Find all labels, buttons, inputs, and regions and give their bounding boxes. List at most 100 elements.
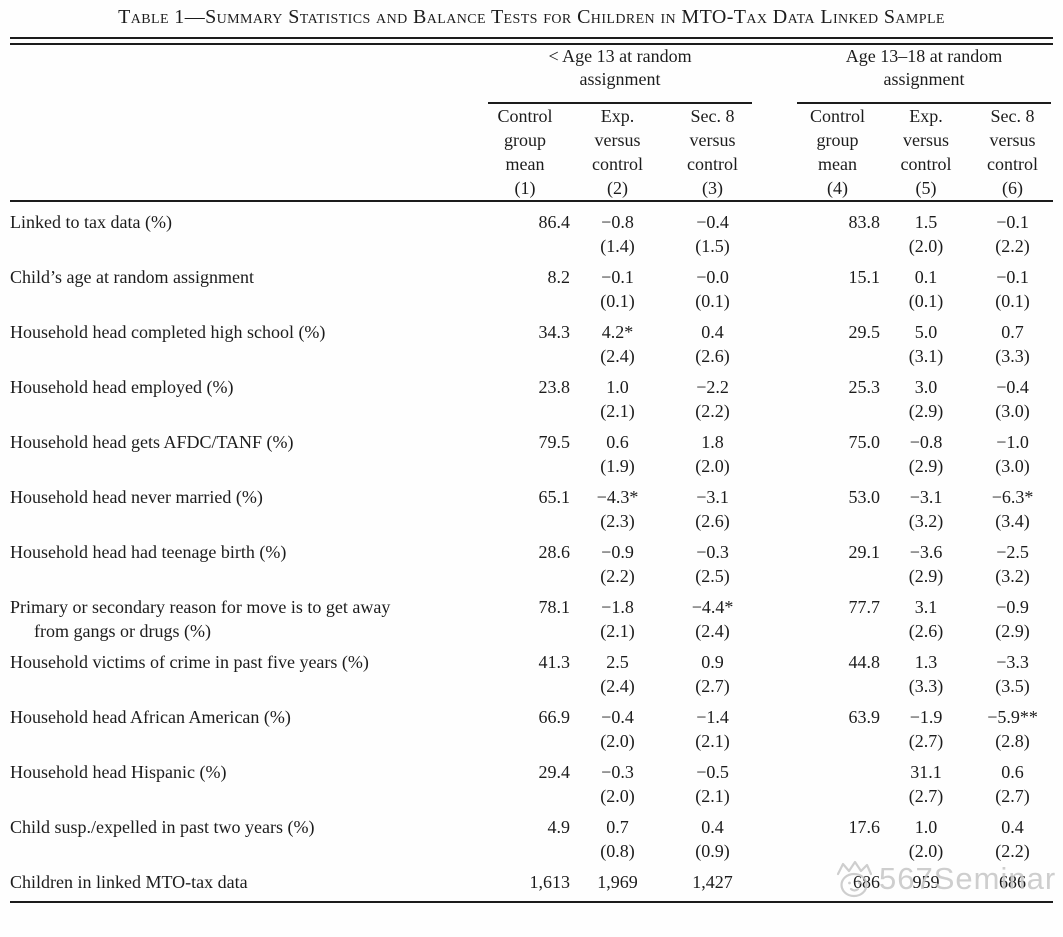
value-cell: 4.2* (2.4) (570, 320, 665, 375)
row-label-line2 (10, 839, 480, 863)
estimate-value: 29.1 (848, 542, 881, 562)
row-label-line2: from gangs or drugs (%) (34, 621, 211, 641)
value-cell: −4.4* (2.4) (665, 595, 760, 650)
estimate-value: 1.5 (914, 212, 938, 232)
row-label-line2 (10, 399, 480, 423)
estimate-value: 25.3 (848, 377, 881, 397)
value-cell: −0.1 (0.1) (972, 265, 1053, 320)
standard-error: (3.4) (995, 511, 1030, 531)
column-header: Control group mean (1) (480, 104, 570, 202)
column-spacer (760, 45, 795, 104)
table-row: Household head completed high school (%)… (10, 320, 1053, 375)
row-label: Child’s age at random assignment (10, 267, 254, 287)
sample-size-value: 1,969 (597, 872, 638, 892)
value-cell: 1.5 (2.0) (880, 201, 972, 265)
estimate-value: −0.0 (696, 267, 729, 287)
row-label-cell: Household head employed (%) (10, 375, 480, 430)
standard-error (480, 839, 570, 863)
estimate-value: 2.5 (606, 652, 629, 672)
column-header: Control group mean (4) (795, 104, 881, 202)
estimate-value: 15.1 (848, 267, 881, 287)
column-spacer (760, 595, 795, 650)
value-cell: 44.8 (795, 650, 881, 705)
estimate-value: −0.9 (601, 542, 634, 562)
standard-error: (2.7) (908, 786, 944, 806)
bottom-rule (10, 901, 1053, 903)
sample-size-value: 1,427 (692, 872, 733, 892)
column-spacer (760, 650, 795, 705)
standard-error: (2.2) (995, 236, 1030, 256)
standard-error: (2.2) (695, 401, 730, 421)
standard-error: (2.9) (908, 401, 944, 421)
column-header-line: mean (818, 154, 858, 174)
value-cell: 3.0 (2.9) (880, 375, 972, 430)
value-cell: 23.8 (480, 375, 571, 430)
standard-error (795, 784, 880, 808)
standard-error (480, 509, 570, 533)
standard-error: (2.8) (995, 731, 1030, 751)
standard-error: (2.1) (695, 786, 730, 806)
value-cell: 0.1 (0.1) (880, 265, 972, 320)
value-cell: 29.1 (795, 540, 881, 595)
value-cell: −3.1 (3.2) (880, 485, 972, 540)
column-spacer (760, 705, 795, 760)
table-row: Child’s age at random assignment 8.2 −0.1 (… (10, 265, 1053, 320)
estimate-value: 53.0 (848, 487, 881, 507)
estimate-value: 28.6 (538, 542, 571, 562)
value-cell: 31.1 (2.7) (880, 760, 972, 815)
estimate-value: 0.4 (701, 322, 724, 342)
estimate-value: −4.4* (691, 597, 734, 617)
row-label: Household head employed (%) (10, 377, 234, 397)
estimate-value: 0.9 (701, 652, 724, 672)
value-cell: −0.3 (2.0) (570, 760, 665, 815)
standard-error: (1.5) (695, 236, 730, 256)
estimate-value: −4.3* (596, 487, 639, 507)
value-cell: −0.3 (2.5) (665, 540, 760, 595)
group-header-line2: assignment (579, 69, 661, 89)
value-cell: 0.7 (0.8) (570, 815, 665, 870)
value-cell: −1.8 (2.1) (570, 595, 665, 650)
value-cell: 15.1 (795, 265, 881, 320)
column-number: (1) (514, 178, 536, 198)
column-header: Exp. versus control (5) (880, 104, 973, 202)
estimate-value: −0.5 (696, 762, 729, 782)
standard-error: (2.2) (995, 841, 1030, 861)
value-cell: 17.6 (795, 815, 881, 870)
estimate-value: 8.2 (547, 267, 571, 287)
row-label: Household head had teenage birth (%) (10, 542, 287, 562)
estimate-value: 4.9 (547, 817, 571, 837)
estimate-value: 0.7 (1001, 322, 1024, 342)
row-label-cell: Household head African American (%) (10, 705, 480, 760)
group-header-line2: assignment (883, 69, 965, 89)
value-cell: −1.4 (2.1) (665, 705, 760, 760)
row-label-line2 (10, 289, 480, 313)
standard-error (795, 619, 880, 643)
row-label: Children in linked MTO-tax data (10, 872, 248, 892)
sample-size-value: 1,613 (529, 872, 571, 892)
standard-error: (3.3) (995, 346, 1030, 366)
group-header-row: < Age 13 at random assignment Age 13–18 at… (10, 45, 1053, 104)
group-header: < Age 13 at random assignment (488, 45, 753, 104)
estimate-value: −1.0 (996, 432, 1029, 452)
table-row: Household head Hispanic (%) 29.4 −0.3 (2.0)… (10, 760, 1053, 815)
estimate-value: 29.5 (848, 322, 881, 342)
standard-error: (2.3) (600, 511, 635, 531)
standard-error: (2.7) (995, 786, 1030, 806)
column-header: Sec. 8 versus control (6) (972, 104, 1054, 202)
estimate-value: −3.6 (909, 542, 943, 562)
column-spacer (760, 375, 795, 430)
estimate-value: −0.4 (601, 707, 634, 727)
value-cell: −1.9 (2.7) (880, 705, 972, 760)
value-cell: 0.6 (1.9) (570, 430, 665, 485)
value-cell: −0.9 (2.9) (972, 595, 1053, 650)
standard-error (795, 344, 880, 368)
column-spacer (760, 870, 795, 894)
column-header-line: versus (989, 130, 1036, 150)
estimate-value: −1.9 (909, 707, 943, 727)
value-cell: −0.0 (0.1) (665, 265, 760, 320)
estimate-value: 78.1 (538, 597, 571, 617)
estimate-value: 0.4 (1001, 817, 1024, 837)
estimate-value: 29.4 (538, 762, 571, 782)
group-header-line1: < Age 13 at random (548, 46, 692, 66)
row-label-line2 (10, 509, 480, 533)
